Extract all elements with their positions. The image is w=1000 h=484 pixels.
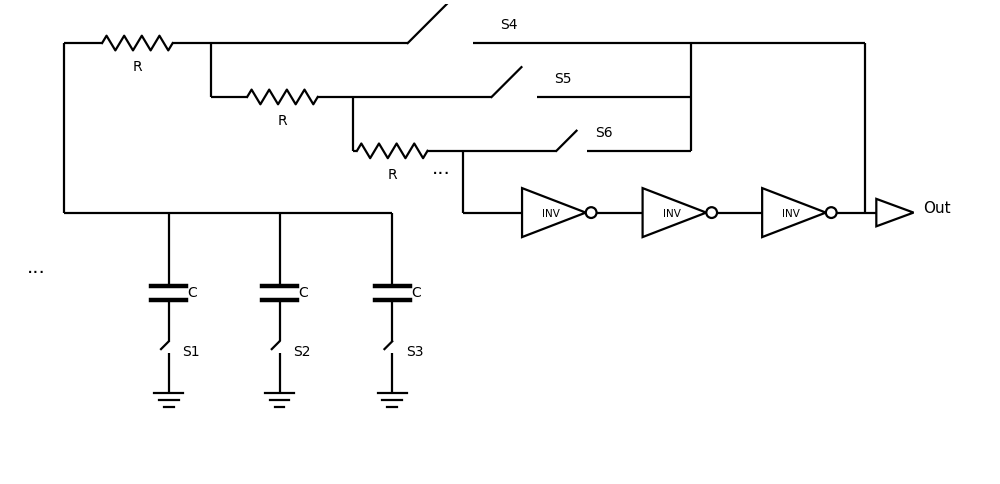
Text: R: R: [387, 167, 397, 181]
Text: C: C: [411, 286, 421, 299]
Text: S5: S5: [554, 72, 571, 86]
Text: Out: Out: [923, 201, 951, 216]
Text: INV: INV: [663, 208, 680, 218]
Text: ...: ...: [431, 159, 450, 178]
Text: C: C: [187, 286, 197, 299]
Text: S2: S2: [293, 345, 311, 359]
Text: R: R: [133, 60, 142, 74]
Text: S6: S6: [596, 126, 613, 140]
Text: C: C: [298, 286, 308, 299]
Text: S1: S1: [182, 345, 200, 359]
Text: R: R: [278, 113, 287, 127]
Text: S3: S3: [406, 345, 423, 359]
Text: S4: S4: [500, 18, 517, 32]
Text: INV: INV: [782, 208, 800, 218]
Text: INV: INV: [542, 208, 560, 218]
Text: ...: ...: [27, 257, 46, 276]
